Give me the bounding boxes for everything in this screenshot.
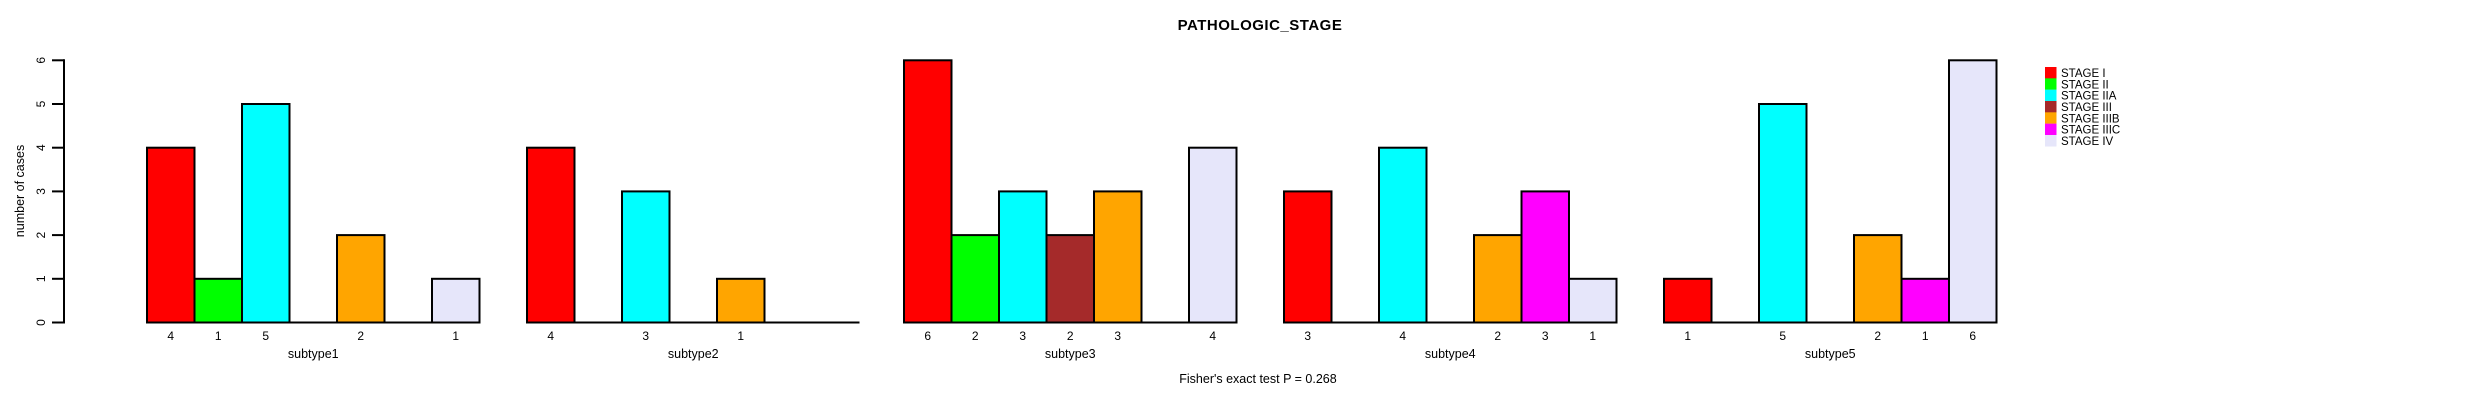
bar-subtype4-stage-6 xyxy=(1520,190,1570,324)
y-axis-label: number of cases xyxy=(13,145,27,237)
legend-label: STAGE I xyxy=(2061,68,2106,80)
bar-count-label: 2 xyxy=(1067,329,1074,343)
group-label-subtype1: subtype1 xyxy=(288,347,339,361)
fisher-test-annotation: Fisher's exact test P = 0.268 xyxy=(1179,372,1336,386)
legend-item: STAGE IIA xyxy=(2045,89,2117,103)
bar-subtype5-stage-7 xyxy=(1948,59,1998,324)
y-tick-label: 6 xyxy=(34,57,48,64)
legend-item: STAGE IV xyxy=(2045,134,2114,148)
bar-group-subtype3: 6 2 3 2 3 4 subtype3 xyxy=(903,59,1238,361)
legend-swatch xyxy=(2045,78,2057,90)
bar-subtype3-stage-3 xyxy=(998,190,1048,324)
bar-subtype1-stage-5 xyxy=(336,234,386,324)
bar-count-label: 2 xyxy=(1494,329,1501,343)
legend-label: STAGE IIIC xyxy=(2061,125,2120,137)
legend-label: STAGE IIA xyxy=(2061,91,2117,103)
group-label-subtype5: subtype5 xyxy=(1805,347,1856,361)
legend-swatch xyxy=(2045,100,2057,113)
legend-item: STAGE IIIB xyxy=(2045,112,2120,125)
bar-subtype5-stage-5 xyxy=(1853,234,1903,324)
legend-swatch xyxy=(2045,89,2057,102)
bar-subtype3-stage-5 xyxy=(1093,190,1143,324)
legend-item: STAGE IIIC xyxy=(2045,123,2120,137)
legend-label: STAGE II xyxy=(2061,79,2109,91)
bar-count-label: 2 xyxy=(972,329,979,343)
bar-subtype4-stage-3 xyxy=(1378,146,1428,324)
bar-count-label: 4 xyxy=(1209,329,1216,343)
bar-count-label: 4 xyxy=(1399,329,1406,343)
bar-subtype1-stage-2 xyxy=(193,277,243,324)
bar-subtype5-stage-3 xyxy=(1758,103,1808,324)
chart-title: PATHOLOGIC_STAGE xyxy=(1178,17,1343,34)
legend-item: STAGE III xyxy=(2045,100,2112,114)
y-tick-label: 5 xyxy=(34,100,48,107)
legend-item: STAGE I xyxy=(2045,67,2106,80)
bar-subtype1-stage-3 xyxy=(241,103,291,324)
bar-count-label: 2 xyxy=(357,329,364,343)
y-tick-label: 0 xyxy=(34,319,48,326)
bar-count-label: 3 xyxy=(1114,329,1121,343)
bar-subtype2-stage-1 xyxy=(526,146,576,324)
bar-subtype4-stage-1 xyxy=(1283,190,1333,324)
y-tick-label: 1 xyxy=(34,275,48,282)
group-label-subtype2: subtype2 xyxy=(668,347,719,361)
bar-count-label: 3 xyxy=(642,329,649,343)
bar-subtype3-stage-4 xyxy=(1045,234,1095,324)
bar-count-label: 4 xyxy=(547,329,554,343)
bar-subtype2-stage-3 xyxy=(621,190,671,324)
y-tick-label: 3 xyxy=(34,188,48,195)
bar-count-label: 3 xyxy=(1542,329,1549,343)
bar-subtype3-stage-2 xyxy=(950,234,1000,324)
bar-count-label: 1 xyxy=(452,329,459,343)
legend-label: STAGE IIIB xyxy=(2061,113,2120,125)
bar-count-label: 1 xyxy=(1684,329,1691,343)
bar-count-label: 6 xyxy=(1969,329,1976,343)
legend-swatch xyxy=(2045,67,2057,79)
bar-count-label: 3 xyxy=(1019,329,1026,343)
bar-group-subtype2: 4 3 1 subtype2 xyxy=(526,146,860,361)
legend-label: STAGE III xyxy=(2061,102,2112,114)
bar-subtype1-stage-1 xyxy=(146,146,196,324)
legend-swatch xyxy=(2045,123,2057,136)
legend-swatch xyxy=(2045,134,2057,147)
bar-count-label: 2 xyxy=(1874,329,1881,343)
bar-count-label: 1 xyxy=(1589,329,1596,343)
bar-subtype5-stage-6 xyxy=(1900,277,1950,324)
bar-subtype2-stage-5 xyxy=(716,277,766,324)
bar-count-label: 3 xyxy=(1304,329,1311,343)
bar-group-subtype5: 1 5 2 1 6 subtype5 xyxy=(1663,59,1998,361)
bar-group-subtype4: 3 4 2 3 1 subtype4 xyxy=(1283,146,1618,361)
bar-count-label: 1 xyxy=(1922,329,1929,343)
bar-count-label: 1 xyxy=(737,329,744,343)
bar-count-label: 5 xyxy=(1779,329,1786,343)
bar-count-label: 4 xyxy=(167,329,174,343)
bar-count-label: 5 xyxy=(262,329,269,343)
bar-subtype5-stage-1 xyxy=(1663,277,1713,324)
legend-item: STAGE II xyxy=(2045,78,2109,91)
y-axis: 0 1 2 3 4 5 6 xyxy=(34,57,65,326)
bar-subtype3-stage-1 xyxy=(903,59,953,324)
y-tick-label: 4 xyxy=(34,144,48,151)
bar-subtype4-stage-5 xyxy=(1473,234,1523,324)
bar-count-label: 1 xyxy=(215,329,222,343)
bar-subtype1-stage-7 xyxy=(431,277,481,324)
y-tick-label: 2 xyxy=(34,231,48,238)
bar-group-subtype1: 4 1 5 2 1 subtype1 xyxy=(146,103,481,361)
legend-label: STAGE IV xyxy=(2061,136,2114,148)
bar-subtype3-stage-7 xyxy=(1188,146,1238,324)
bar-count-label: 6 xyxy=(924,329,931,343)
group-label-subtype4: subtype4 xyxy=(1425,347,1476,361)
legend-swatch xyxy=(2045,112,2057,124)
bar-subtype4-stage-7 xyxy=(1568,277,1618,324)
group-label-subtype3: subtype3 xyxy=(1045,347,1096,361)
